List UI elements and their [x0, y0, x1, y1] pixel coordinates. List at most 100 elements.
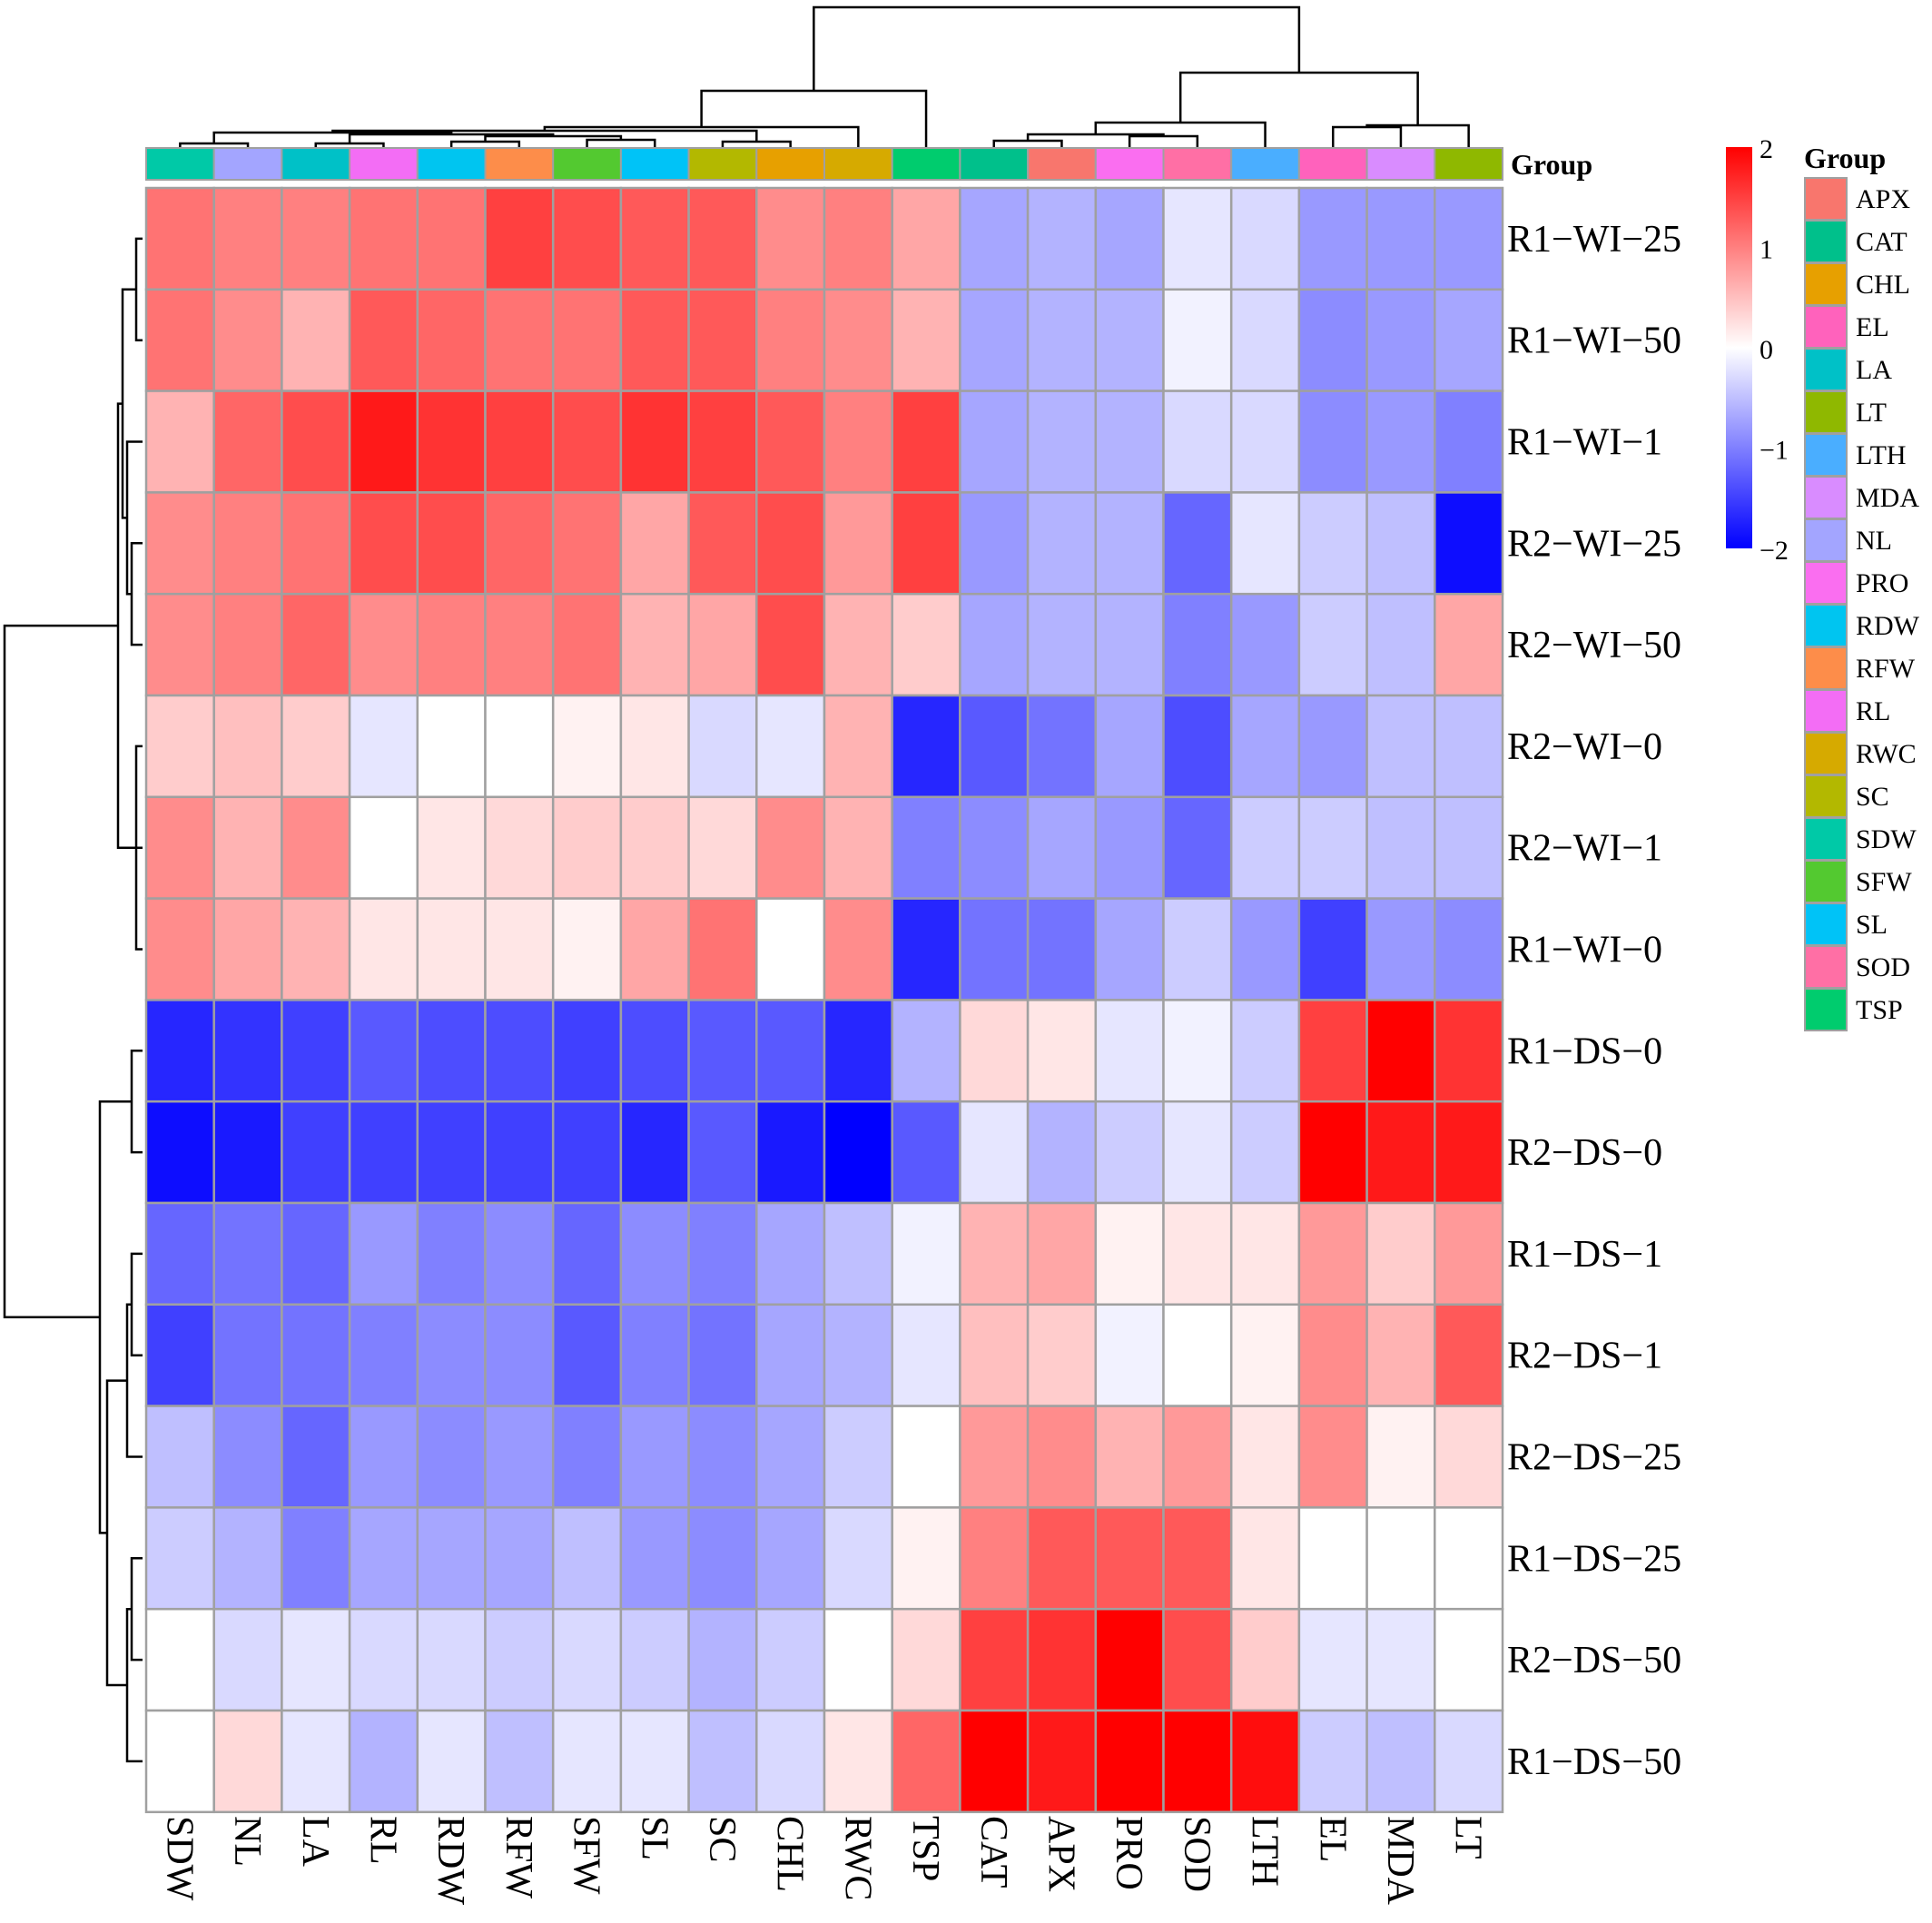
heatmap-cell [416, 1201, 487, 1307]
heatmap-cell [416, 795, 487, 900]
group-annotation-cell [1230, 147, 1300, 181]
group-legend-swatch [1804, 561, 1848, 605]
group-annotation-cell [1162, 147, 1233, 181]
group-legend-label: APX [1856, 184, 1910, 214]
heatmap-cell [348, 1709, 419, 1814]
column-label: APX [1040, 1816, 1081, 1892]
group-legend-label: CAT [1856, 227, 1907, 257]
heatmap-cell [416, 694, 487, 799]
row-label: R2−DS−0 [1507, 1132, 1662, 1174]
heatmap-cell [281, 1100, 351, 1205]
heatmap-cell [1297, 1201, 1368, 1307]
heatmap-cell [348, 694, 419, 799]
heatmap-cell [1365, 1405, 1436, 1509]
column-group-annotation [145, 147, 1504, 181]
heatmap-cell [619, 491, 690, 596]
column-label: RDW [429, 1816, 471, 1905]
heatmap-cell [551, 999, 623, 1103]
heatmap-cell [348, 491, 419, 596]
heatmap-cell [484, 1303, 555, 1407]
heatmap-cell [891, 1303, 961, 1407]
heatmap-cell [959, 288, 1030, 392]
heatmap-cell [619, 1709, 690, 1814]
heatmap-cell [416, 1506, 487, 1611]
heatmap-cell [144, 1709, 215, 1814]
group-annotation-cell [755, 147, 825, 181]
dendrogram-link [105, 1379, 127, 1687]
group-legend-swatch [1804, 348, 1848, 391]
heatmap-cell [281, 491, 351, 596]
heatmap-cell [144, 390, 215, 494]
group-legend-label: TSP [1856, 995, 1903, 1025]
heatmap-cell [1434, 1405, 1504, 1509]
heatmap-cell [484, 186, 555, 291]
heatmap-cell [891, 795, 961, 900]
group-annotation-cell [1094, 147, 1165, 181]
heatmap-cell [1297, 694, 1368, 799]
heatmap-cell [1297, 1303, 1368, 1407]
column-label: EL [1311, 1816, 1353, 1862]
heatmap-cell [959, 694, 1030, 799]
group-annotation-cell [552, 147, 622, 181]
heatmap-cell [281, 897, 351, 1001]
heatmap-cell [1365, 288, 1436, 392]
row-labels: R1−WI−25 R1−WI−50 R1−WI−1 R2−WI−25 R2−WI−50 R… [1507, 219, 1681, 1783]
heatmap-cell [1365, 1607, 1436, 1712]
group-legend-swatch [1804, 518, 1848, 562]
column-label: LA [294, 1816, 336, 1868]
heatmap-cell [1094, 1607, 1165, 1712]
heatmap-cell [484, 1405, 555, 1509]
group-legend-label: MDA [1856, 483, 1919, 513]
group-annotation-cell [145, 147, 215, 181]
heatmap-cell [1434, 694, 1504, 799]
row-label: R2−WI−25 [1507, 523, 1681, 565]
heatmap-cell [484, 795, 555, 900]
heatmap-cell [1162, 390, 1233, 494]
heatmap-cell [891, 1709, 961, 1814]
heatmap-cell [1026, 288, 1098, 392]
dendrogram-link [1178, 71, 1419, 125]
heatmap-cell [891, 592, 961, 697]
row-label: R1−DS−25 [1507, 1538, 1681, 1580]
group-legend-label: LA [1856, 355, 1892, 385]
heatmap-cell [1365, 1303, 1436, 1407]
heatmap-cell [1229, 390, 1301, 494]
heatmap-cell [823, 795, 893, 900]
group-legend-label: SC [1856, 782, 1889, 812]
group-annotation-cell [959, 147, 1030, 181]
colorbar-tick-label: −2 [1760, 536, 1789, 566]
group-annotation-cell [484, 147, 555, 181]
heatmap-cell [959, 999, 1030, 1103]
row-label: R2−WI−50 [1507, 625, 1681, 666]
heatmap-cell [551, 1405, 623, 1509]
heatmap-cell [281, 390, 351, 494]
heatmap-cell [1162, 999, 1233, 1103]
group-legend-swatch [1804, 220, 1848, 263]
heatmap-cell [1026, 1709, 1098, 1814]
heatmap-cell [1026, 390, 1098, 494]
heatmap-cell [551, 1607, 623, 1712]
heatmap-cells [144, 186, 1504, 1814]
heatmap-cell [212, 186, 283, 291]
heatmap-cell [891, 390, 961, 494]
group-legend-swatch [1804, 860, 1848, 903]
group-legend-label: LTH [1856, 440, 1907, 470]
heatmap-cell [144, 1607, 215, 1712]
heatmap-cell [1434, 897, 1504, 1001]
column-label: SC [701, 1816, 743, 1862]
group-legend-swatch [1804, 177, 1848, 221]
heatmap-cell [1094, 694, 1165, 799]
heatmap-cell [687, 897, 758, 1001]
heatmap-cell [1434, 1506, 1504, 1611]
dendrogram-link [125, 1607, 143, 1763]
heatmap-cell [823, 1405, 893, 1509]
group-legend-swatch [1804, 945, 1848, 989]
heatmap-cell [823, 288, 893, 392]
heatmap-cell [484, 390, 555, 494]
heatmap-cell [144, 897, 215, 1001]
heatmap-cell [1026, 999, 1098, 1103]
heatmap-cell [891, 491, 961, 596]
heatmap-cell [1297, 592, 1368, 697]
heatmap-cell [687, 592, 758, 697]
heatmap-cell [959, 1201, 1030, 1307]
